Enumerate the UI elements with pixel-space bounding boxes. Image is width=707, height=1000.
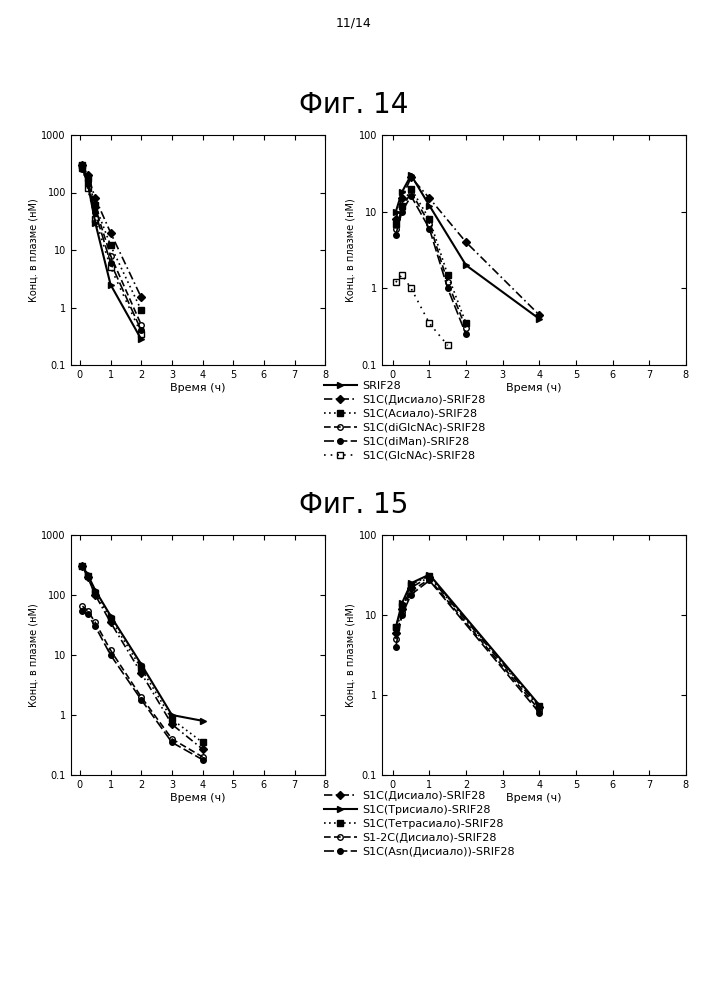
X-axis label: Время (ч): Время (ч) bbox=[170, 383, 226, 393]
Text: 11/14: 11/14 bbox=[336, 16, 371, 29]
Y-axis label: Конц. в плазме (нМ): Конц. в плазме (нМ) bbox=[346, 198, 356, 302]
X-axis label: Время (ч): Время (ч) bbox=[506, 793, 561, 803]
Y-axis label: Конц. в плазме (нМ): Конц. в плазме (нМ) bbox=[28, 603, 39, 707]
Text: Фиг. 15: Фиг. 15 bbox=[299, 491, 408, 519]
X-axis label: Время (ч): Время (ч) bbox=[170, 793, 226, 803]
Text: Фиг. 14: Фиг. 14 bbox=[299, 91, 408, 119]
Legend: S1C(Дисиало)-SRIF28, S1C(Трисиало)-SRIF28, S1C(Тетрасиало)-SRIF28, S1-2C(Дисиало: S1C(Дисиало)-SRIF28, S1C(Трисиало)-SRIF2… bbox=[324, 791, 515, 857]
Y-axis label: Конц. в плазме (нМ): Конц. в плазме (нМ) bbox=[28, 198, 39, 302]
Legend: SRIF28, S1C(Дисиало)-SRIF28, S1C(Асиало)-SRIF28, S1C(diGlcNAc)-SRIF28, S1C(diMan: SRIF28, S1C(Дисиало)-SRIF28, S1C(Асиало)… bbox=[324, 381, 486, 461]
X-axis label: Время (ч): Время (ч) bbox=[506, 383, 561, 393]
Y-axis label: Конц. в плазме (нМ): Конц. в плазме (нМ) bbox=[346, 603, 356, 707]
